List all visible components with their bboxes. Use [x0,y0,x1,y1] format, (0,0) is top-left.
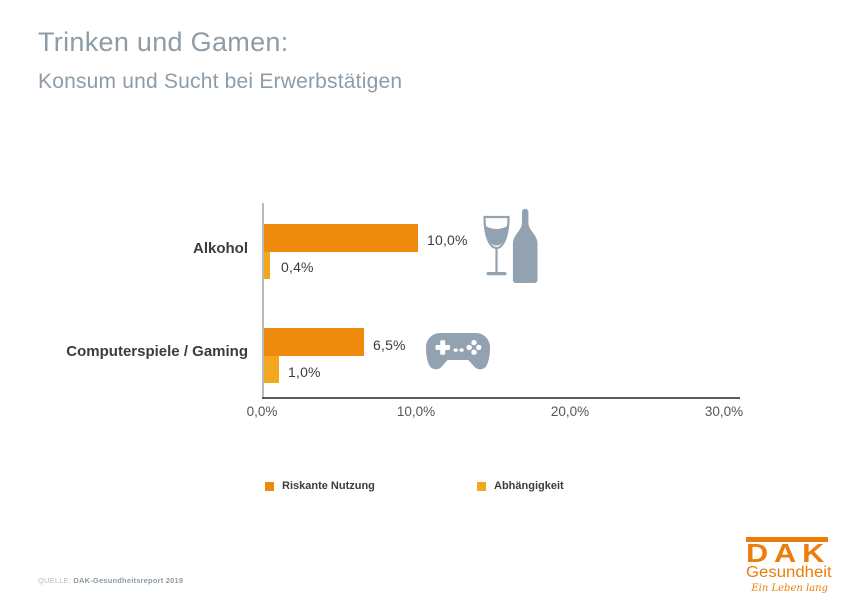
bar-alkohol-abhaengigkeit [264,252,270,279]
category-label-gaming: Computerspiele / Gaming [66,343,248,360]
x-tick-0: 0,0% [246,404,278,419]
x-tick-20: 20,0% [550,404,590,419]
y-axis-line [262,203,264,399]
dak-logo-bar [746,537,828,542]
wine-glass-and-bottle-icon [481,206,539,284]
source-note: QUELLE: DAK-Gesundheitsreport 2019 [38,576,183,585]
page-title: Trinken und Gamen: [38,27,289,57]
value-label-gaming-abhaengigkeit: 1,0% [288,364,321,380]
legend-label-abhaengigkeit: Abhängigkeit [494,480,564,492]
dak-logo-tagline: Ein Leben lang [751,582,828,594]
x-axis-line [262,397,740,399]
legend-swatch-abhaengigkeit [477,482,486,491]
page-subtitle: Konsum und Sucht bei Erwerbstätigen [38,70,403,93]
dak-logo: DAK Gesundheit Ein Leben lang [746,537,832,594]
x-tick-30: 30,0% [704,404,744,419]
source-text: DAK-Gesundheitsreport 2019 [73,576,184,585]
value-label-gaming-riskante: 6,5% [373,337,406,353]
source-label: QUELLE: [38,576,72,585]
gamepad-icon [426,333,490,371]
dak-logo-brand: DAK [746,538,831,568]
value-label-alkohol-abhaengigkeit: 0,4% [281,259,314,275]
dak-logo-subbrand: Gesundheit [746,564,832,582]
legend-label-riskante-nutzung: Riskante Nutzung [282,480,375,492]
value-label-alkohol-riskante: 10,0% [427,232,468,248]
bar-alkohol-riskante-nutzung [264,224,418,252]
bar-gaming-abhaengigkeit [264,356,279,383]
x-tick-10: 10,0% [396,404,436,419]
bar-gaming-riskante-nutzung [264,328,364,356]
category-label-alkohol: Alkohol [193,240,248,257]
legend-swatch-riskante-nutzung [265,482,274,491]
